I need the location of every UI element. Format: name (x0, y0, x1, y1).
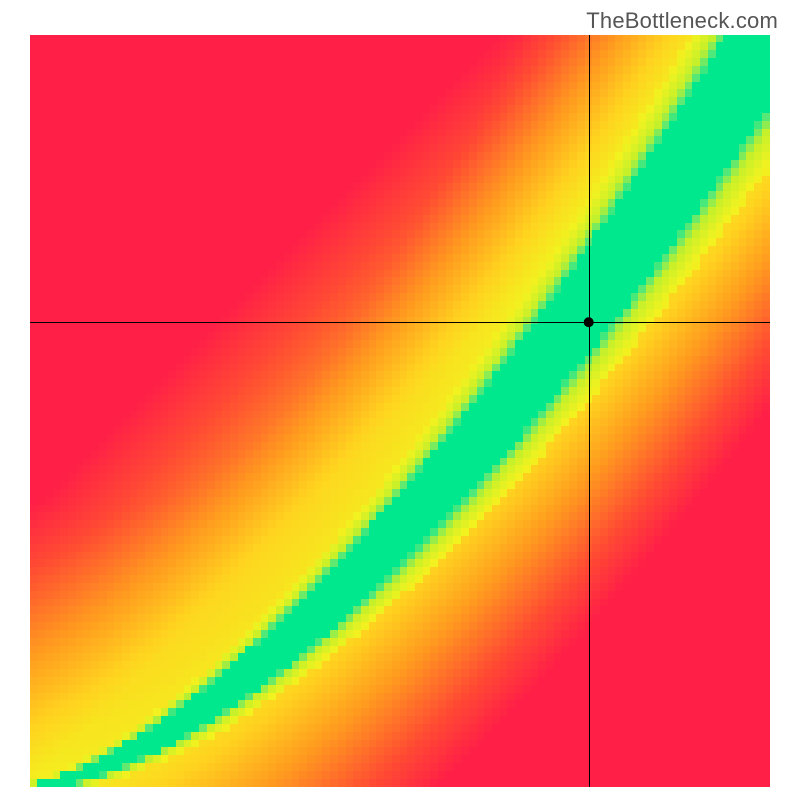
watermark-text: TheBottleneck.com (586, 8, 778, 34)
bottleneck-heatmap (30, 35, 770, 787)
heatmap-canvas (30, 35, 770, 787)
